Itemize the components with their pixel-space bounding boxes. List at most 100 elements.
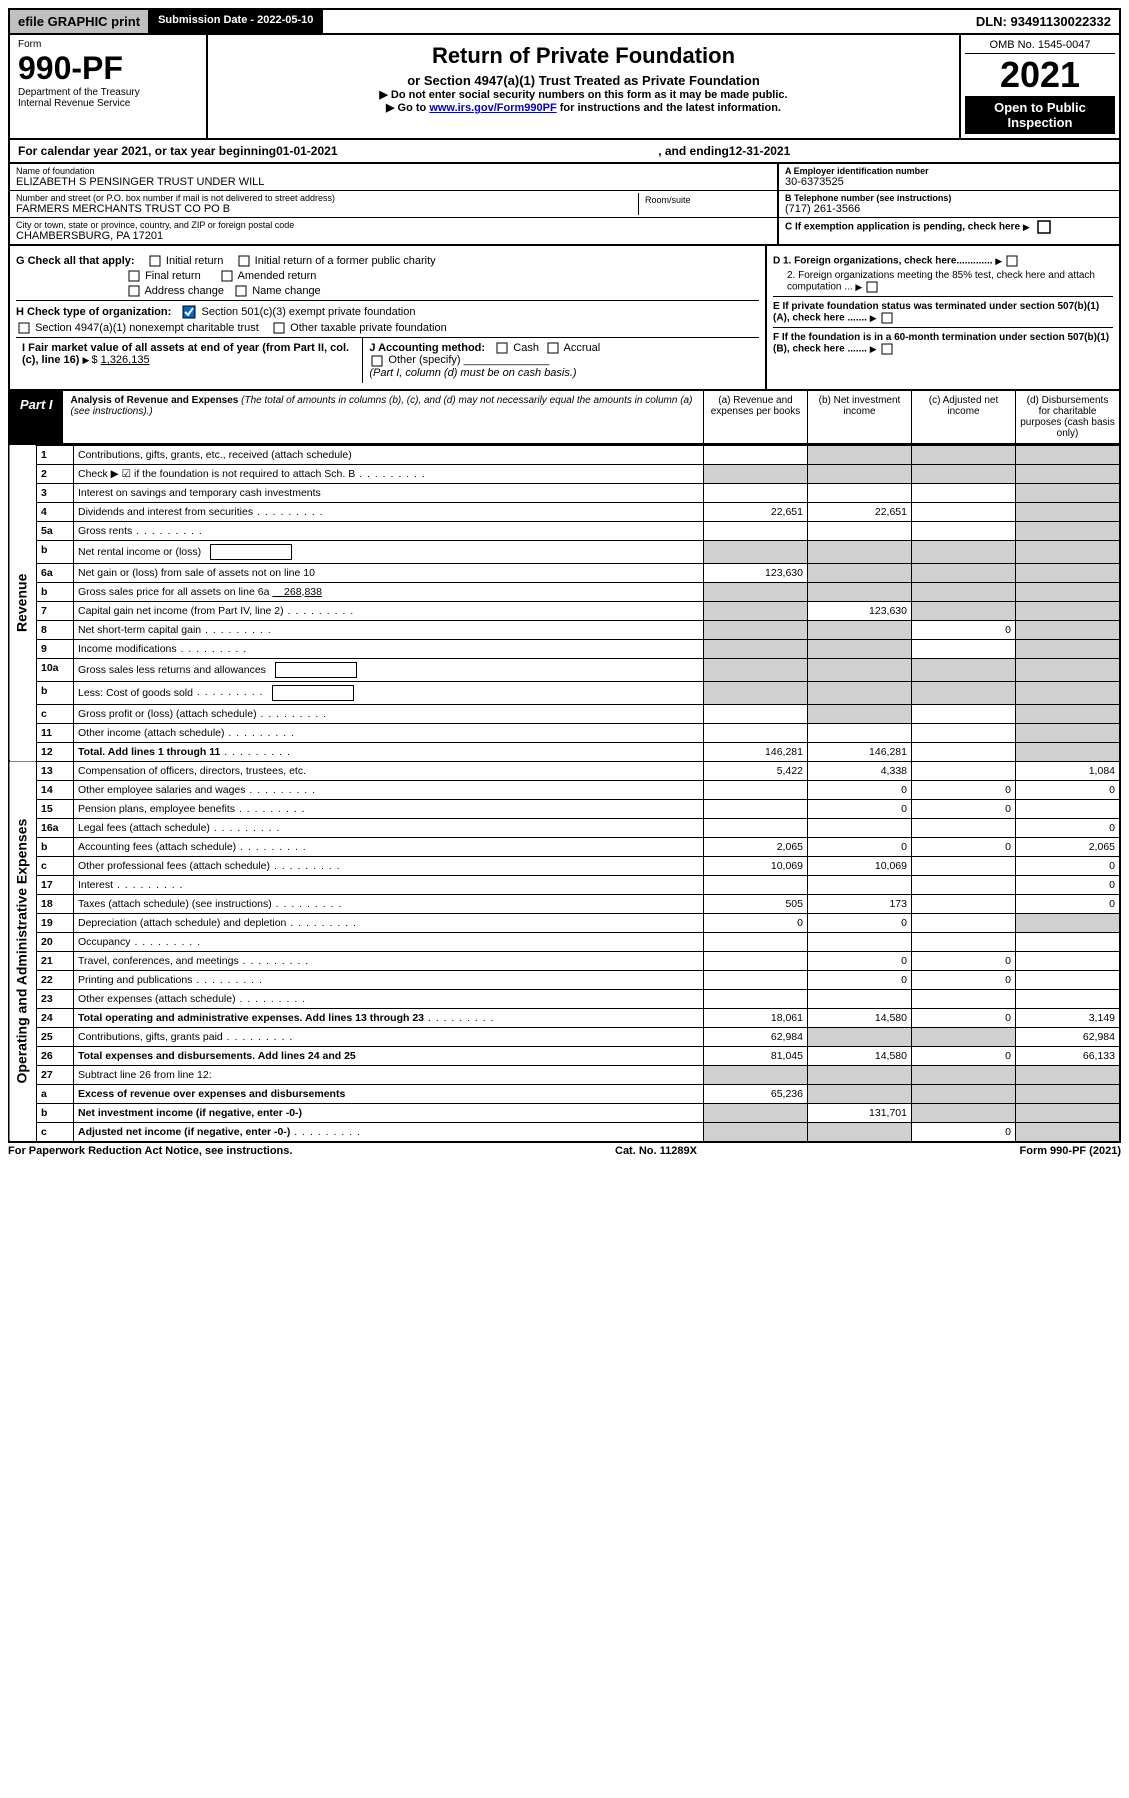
line-number: b [37, 837, 74, 856]
col-d-header: (d) Disbursements for charitable purpose… [1015, 391, 1119, 443]
open-public-badge: Open to Public Inspection [965, 96, 1115, 134]
form-word: Form [18, 39, 198, 50]
table-row: 7Capital gain net income (from Part IV, … [9, 601, 1120, 620]
amount-cell [1016, 742, 1121, 761]
line-number: 11 [37, 723, 74, 742]
line-description: Subtract line 26 from line 12: [74, 1065, 704, 1084]
side-label: Operating and Administrative Expenses [9, 761, 37, 1142]
checkbox-empty-icon[interactable] [881, 343, 893, 355]
g-opt-initial: Initial return [166, 255, 223, 267]
h-opt-501c3: Section 501(c)(3) exempt private foundat… [201, 306, 415, 318]
line-description: Gross sales price for all assets on line… [74, 582, 704, 601]
amount-cell [912, 818, 1016, 837]
amount-cell: 81,045 [704, 1046, 808, 1065]
irs-link[interactable]: www.irs.gov/Form990PF [429, 102, 556, 114]
checkbox-empty-icon[interactable] [128, 285, 140, 297]
checkbox-empty-icon[interactable] [547, 342, 559, 354]
g-opt-name: Name change [252, 285, 321, 297]
amount-cell [1016, 502, 1121, 521]
table-row: 12Total. Add lines 1 through 11146,28114… [9, 742, 1120, 761]
amount-cell: 0 [808, 837, 912, 856]
amount-cell [808, 464, 912, 483]
amount-cell [1016, 932, 1121, 951]
line-number: 7 [37, 601, 74, 620]
table-row: 21Travel, conferences, and meetings00 [9, 951, 1120, 970]
line-description: Net rental income or (loss) [74, 540, 704, 563]
table-row: 26Total expenses and disbursements. Add … [9, 1046, 1120, 1065]
amount-cell [912, 601, 1016, 620]
table-row: 4Dividends and interest from securities2… [9, 502, 1120, 521]
amount-cell [1016, 1065, 1121, 1084]
checkbox-empty-icon[interactable] [238, 255, 250, 267]
table-row: 23Other expenses (attach schedule) [9, 989, 1120, 1008]
checkbox-empty-icon[interactable] [273, 322, 285, 334]
address-label: Number and street (or P.O. box number if… [16, 193, 638, 203]
line-description: Other employee salaries and wages [74, 780, 704, 799]
line-description: Excess of revenue over expenses and disb… [74, 1084, 704, 1103]
line-number: 21 [37, 951, 74, 970]
table-row: cAdjusted net income (if negative, enter… [9, 1122, 1120, 1142]
amount-cell: 18,061 [704, 1008, 808, 1027]
checkbox-empty-icon[interactable] [128, 270, 140, 282]
checkbox-empty-icon[interactable] [149, 255, 161, 267]
f-label: F If the foundation is in a 60-month ter… [773, 332, 1109, 355]
amount-cell: 0 [808, 970, 912, 989]
amount-cell [912, 761, 1016, 780]
calyear-mid: , and ending [658, 144, 729, 158]
line-number: 13 [37, 761, 74, 780]
amount-cell [808, 704, 912, 723]
g-label: G Check all that apply: [16, 255, 135, 267]
arrow-icon [855, 282, 864, 293]
line-number: b [37, 1103, 74, 1122]
checkbox-empty-icon[interactable] [371, 355, 383, 367]
amount-cell: 0 [912, 837, 1016, 856]
amount-cell [912, 894, 1016, 913]
line-number: 14 [37, 780, 74, 799]
table-row: aExcess of revenue over expenses and dis… [9, 1084, 1120, 1103]
dept-treasury: Department of the Treasury [18, 87, 198, 98]
i-fmv-label: I Fair market value of all assets at end… [22, 342, 349, 366]
amount-cell [808, 445, 912, 464]
line-number: 15 [37, 799, 74, 818]
amount-cell [912, 483, 1016, 502]
amount-cell: 131,701 [808, 1103, 912, 1122]
page-footer: For Paperwork Reduction Act Notice, see … [8, 1145, 1121, 1157]
foundation-name-label: Name of foundation [16, 166, 771, 176]
checkbox-empty-icon[interactable] [1006, 255, 1018, 267]
line-description: Compensation of officers, directors, tru… [74, 761, 704, 780]
line-number: 10a [37, 658, 74, 681]
amount-cell [808, 1027, 912, 1046]
line-number: 24 [37, 1008, 74, 1027]
amount-cell [704, 483, 808, 502]
amount-cell [808, 875, 912, 894]
checkbox-empty-icon[interactable] [866, 281, 878, 293]
amount-cell [1016, 445, 1121, 464]
line-number: 9 [37, 639, 74, 658]
checkbox-checked-icon[interactable] [182, 305, 196, 319]
checkbox-empty-icon[interactable] [18, 322, 30, 334]
line-description: Depreciation (attach schedule) and deple… [74, 913, 704, 932]
table-row: 9Income modifications [9, 639, 1120, 658]
amount-cell: 0 [808, 913, 912, 932]
amount-cell: 0 [912, 1122, 1016, 1142]
amount-cell: 3,149 [1016, 1008, 1121, 1027]
amount-cell [808, 563, 912, 582]
amount-cell [808, 639, 912, 658]
amount-cell: 65,236 [704, 1084, 808, 1103]
checkbox-empty-icon[interactable] [881, 312, 893, 324]
checkbox-empty-icon[interactable] [235, 285, 247, 297]
amount-cell: 123,630 [704, 563, 808, 582]
line-description: Contributions, gifts, grants paid [74, 1027, 704, 1046]
amount-cell [912, 704, 1016, 723]
amount-cell: 62,984 [704, 1027, 808, 1046]
line-description: Gross sales less returns and allowances [74, 658, 704, 681]
checkbox-empty-icon[interactable] [221, 270, 233, 282]
table-row: 24Total operating and administrative exp… [9, 1008, 1120, 1027]
amount-cell [704, 681, 808, 704]
amount-cell: 146,281 [808, 742, 912, 761]
line-description: Taxes (attach schedule) (see instruction… [74, 894, 704, 913]
checkbox-empty-icon[interactable] [496, 342, 508, 354]
amount-cell [808, 723, 912, 742]
checkbox-empty-icon[interactable] [1037, 220, 1051, 234]
efile-print-button[interactable]: efile GRAPHIC print [10, 10, 150, 33]
